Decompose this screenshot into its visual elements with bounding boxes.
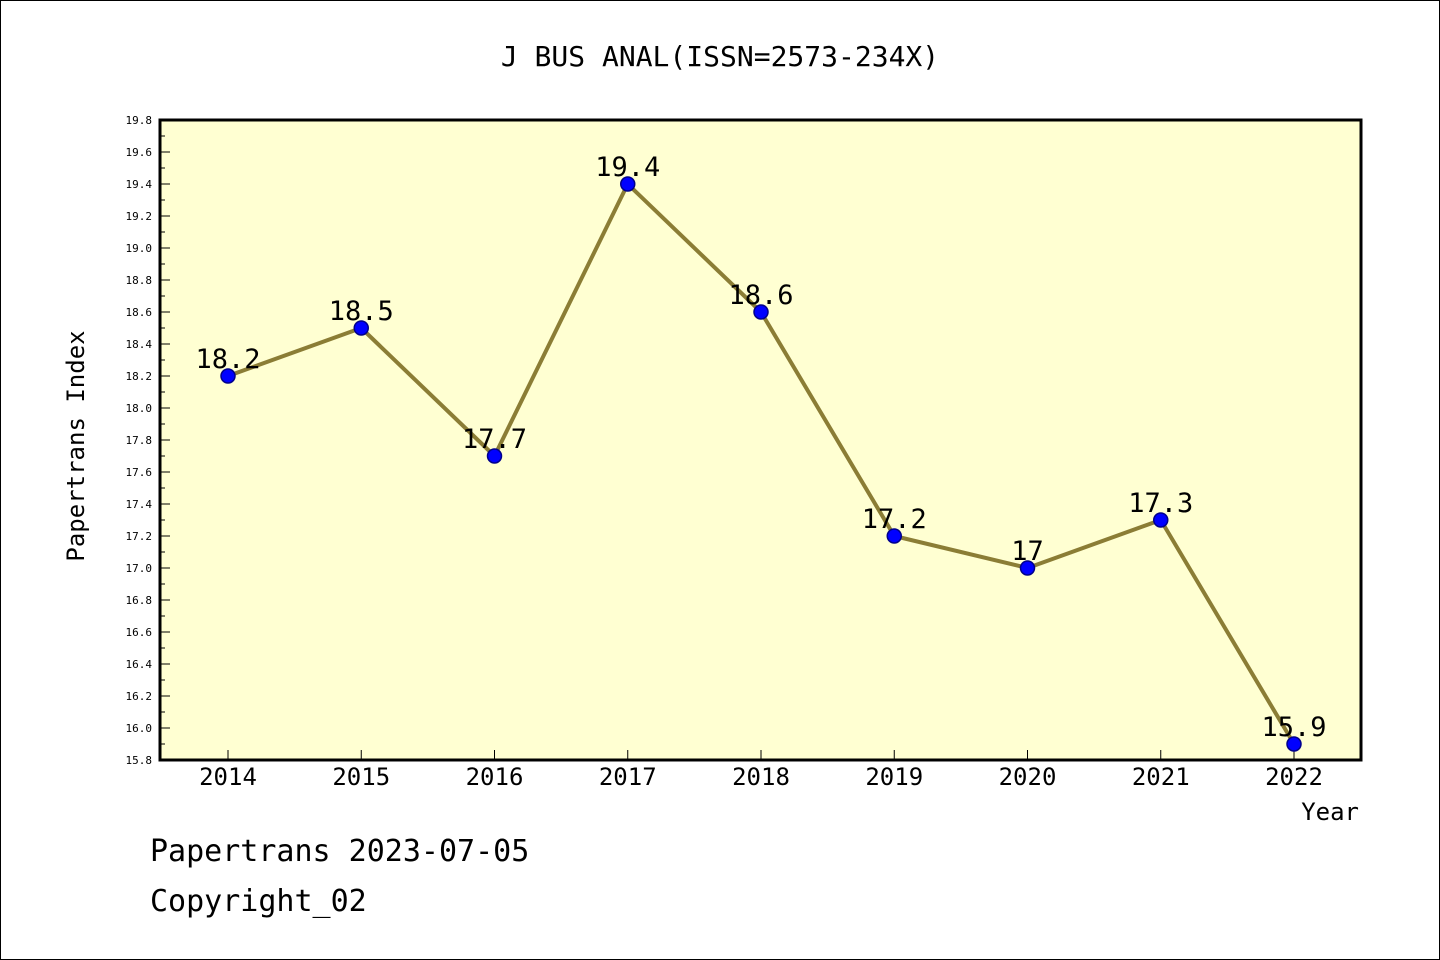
x-tick-label: 2016 — [466, 763, 524, 791]
data-point — [486, 448, 503, 464]
y-tick-label: 18.0 — [126, 402, 153, 415]
data-point — [1153, 512, 1169, 528]
y-tick-label: 19.2 — [126, 210, 153, 223]
y-tick-label: 18.2 — [126, 370, 153, 383]
x-tick-label: 2019 — [865, 763, 923, 791]
y-tick-label: 16.8 — [126, 594, 153, 607]
y-tick-label: 17.6 — [126, 466, 153, 479]
x-tick-label: 2018 — [732, 763, 790, 791]
y-tick-label: 19.4 — [126, 178, 153, 191]
plot-border — [158, 118, 1363, 762]
data-point — [353, 320, 369, 336]
y-tick-label: 19.0 — [126, 242, 153, 255]
y-tick-label: 19.6 — [126, 146, 153, 159]
y-axis-title: Papertrans Index — [62, 330, 90, 561]
data-point — [753, 304, 769, 320]
y-tick-label: 18.6 — [126, 306, 153, 319]
data-point — [1019, 560, 1036, 576]
y-tick-label: 19.8 — [126, 114, 153, 127]
y-tick-label: 16.2 — [126, 690, 153, 703]
x-tick-label: 2014 — [199, 763, 257, 791]
y-tick-label: 16.0 — [126, 722, 153, 735]
data-point — [1286, 736, 1302, 752]
footer-copyright-line: Copyright_02 — [150, 884, 367, 919]
y-tick-label: 17.0 — [126, 562, 153, 575]
y-tick-label: 17.4 — [126, 498, 153, 511]
y-tick-label: 16.4 — [126, 658, 153, 671]
data-point — [886, 528, 902, 544]
x-tick-label: 2021 — [1132, 763, 1190, 791]
y-tick-label: 15.8 — [126, 754, 153, 767]
y-tick-label: 18.8 — [126, 274, 153, 287]
plot-area — [160, 120, 1361, 760]
x-axis-ticks: 2014 2015 2016 2017 2018 2019 2020 2021 2022 — [199, 750, 1323, 791]
y-tick-label: 17.2 — [126, 530, 153, 543]
x-tick-label: 2017 — [599, 763, 657, 791]
y-axis-ticks: 15.8 16.0 16.2 16.4 16.6 16.8 17.0 17.2 17.4 17.6… — [126, 114, 170, 767]
chart-title: J BUS ANAL(ISSN=2573-234X) — [501, 40, 939, 73]
y-tick-label: 18.4 — [126, 338, 153, 351]
data-point — [620, 176, 636, 192]
data-point — [220, 368, 236, 384]
y-tick-label: 16.6 — [126, 626, 153, 639]
footer-date-line: Papertrans 2023-07-05 — [150, 834, 530, 869]
y-tick-label: 17.8 — [126, 434, 153, 447]
x-tick-label: 2020 — [999, 763, 1057, 791]
x-axis-title: Year — [1301, 798, 1359, 826]
x-tick-label: 2022 — [1265, 763, 1323, 791]
x-tick-label: 2015 — [332, 763, 390, 791]
